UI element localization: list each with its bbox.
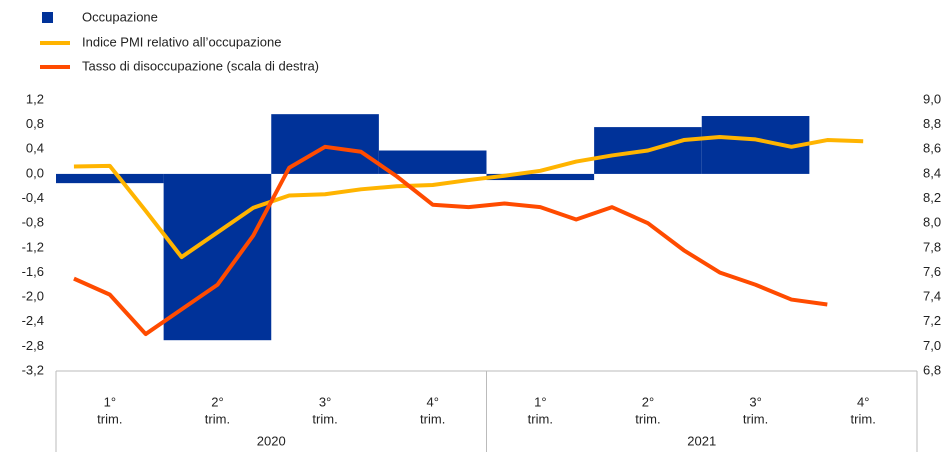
x-tick-label: trim. [743, 411, 768, 426]
x-group-label: 2021 [687, 433, 716, 448]
y2-tick-label: 7,4 [923, 289, 941, 304]
y-tick-label: -0,4 [22, 190, 44, 205]
y-tick-label: 0,4 [26, 141, 44, 156]
x-tick-label: 4° [857, 394, 869, 409]
x-tick-label: 3° [319, 394, 331, 409]
y2-tick-label: 7,2 [923, 313, 941, 328]
x-tick-label: trim. [420, 411, 445, 426]
line [73, 144, 828, 337]
legend-label: Indice PMI relativo all’occupazione [82, 34, 281, 49]
x-tick-label: 2° [211, 394, 223, 409]
bar [271, 114, 379, 174]
y-tick-label: 1,2 [26, 91, 44, 106]
y2-tick-label: 6,8 [923, 362, 941, 377]
y2-tick-label: 7,8 [923, 239, 941, 254]
y2-tick-label: 8,2 [923, 190, 941, 205]
y2-tick-label: 8,8 [923, 116, 941, 131]
x-tick-label: 1° [534, 394, 546, 409]
y2-tick-label: 8,6 [923, 141, 941, 156]
x-tick-label: trim. [635, 411, 660, 426]
x-tick-label: 2° [642, 394, 654, 409]
y-tick-label: -1,6 [22, 264, 44, 279]
y-tick-label: 0,0 [26, 165, 44, 180]
bar [378, 150, 487, 174]
y-tick-label: -0,8 [22, 215, 44, 230]
legend-swatch [42, 12, 53, 23]
x-tick-label: 4° [426, 394, 438, 409]
bar [486, 173, 595, 181]
x-tick-label: 3° [749, 394, 761, 409]
x-tick-label: trim. [205, 411, 230, 426]
legend-label: Tasso di disoccupazione (scala di destra… [82, 58, 319, 73]
y-tick-label: -2,0 [22, 289, 44, 304]
x-tick-label: trim. [851, 411, 876, 426]
line [73, 134, 864, 260]
y-tick-label: -2,8 [22, 338, 44, 353]
legend-label: Occupazione [82, 9, 158, 24]
x-tick-label: 1° [104, 394, 116, 409]
x-tick-label: trim. [97, 411, 122, 426]
x-group-label: 2020 [257, 433, 286, 448]
y-tick-label: -2,4 [22, 313, 44, 328]
y2-tick-label: 8,4 [923, 165, 941, 180]
y2-tick-label: 8,0 [923, 215, 941, 230]
bar [56, 173, 164, 184]
y-tick-label: -3,2 [22, 362, 44, 377]
y2-tick-label: 7,0 [923, 338, 941, 353]
y-tick-label: -1,2 [22, 239, 44, 254]
y-tick-label: 0,8 [26, 116, 44, 131]
x-tick-label: trim. [312, 411, 337, 426]
y2-tick-label: 9,0 [923, 91, 941, 106]
y2-tick-label: 7,6 [923, 264, 941, 279]
x-tick-label: trim. [528, 411, 553, 426]
